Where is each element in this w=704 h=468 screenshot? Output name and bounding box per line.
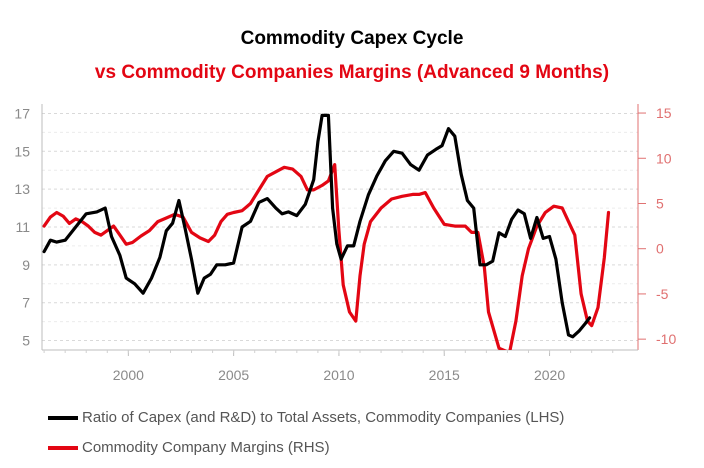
y-left-tick-label: 11 — [15, 219, 30, 235]
gridlines — [41, 104, 639, 351]
series-line-margins — [42, 163, 611, 350]
y-right-tick-label: -10 — [656, 331, 676, 347]
x-tick-label: 2000 — [113, 367, 144, 383]
chart-subtitle: vs Commodity Companies Margins (Advanced… — [94, 62, 610, 83]
x-tick-label: 2015 — [429, 367, 460, 383]
legend-swatch-black — [48, 415, 78, 420]
x-tick-label: 2005 — [218, 367, 249, 383]
legend-label-margins: Commodity Company Margins (RHS) — [82, 439, 330, 456]
series-lines — [42, 113, 611, 350]
legend-item-capex-ratio: Ratio of Capex (and R&D) to Total Assets… — [48, 409, 564, 426]
y-right-tick-label: 0 — [656, 241, 664, 257]
x-tick-label: 2020 — [534, 367, 565, 383]
y-right-tick-label: 10 — [656, 150, 672, 166]
left-axis-ticks: 5 7 9 11 13 15 17 — [14, 105, 30, 348]
y-left-tick-label: 15 — [14, 143, 30, 159]
y-left-tick-label: 17 — [14, 105, 30, 121]
legend-label-capex-ratio: Ratio of Capex (and R&D) to Total Assets… — [82, 409, 565, 426]
y-left-tick-label: 5 — [22, 333, 30, 349]
series-line-capex-ratio — [42, 113, 592, 339]
chart-plot: 5 7 9 11 13 15 17 -10 -5 0 5 10 15 2000 2005 2010 2015… — [14, 104, 676, 383]
chart-title: Commodity Capex Cycle — [240, 28, 464, 49]
y-right-tick-label: 5 — [656, 195, 664, 211]
y-right-tick-label: 15 — [656, 105, 672, 121]
y-right-tick-label: -5 — [656, 286, 669, 302]
legend-item-margins: Commodity Company Margins (RHS) — [48, 439, 330, 456]
y-left-tick-label: 9 — [22, 257, 30, 273]
y-left-tick-label: 7 — [22, 295, 30, 311]
x-axis-ticks: 2000 2005 2010 2015 2020 — [43, 350, 614, 383]
legend-swatch-red — [48, 445, 78, 450]
x-tick-label: 2010 — [323, 367, 354, 383]
y-left-tick-label: 13 — [14, 181, 30, 197]
right-axis-ticks: -10 -5 0 5 10 15 — [638, 105, 676, 347]
